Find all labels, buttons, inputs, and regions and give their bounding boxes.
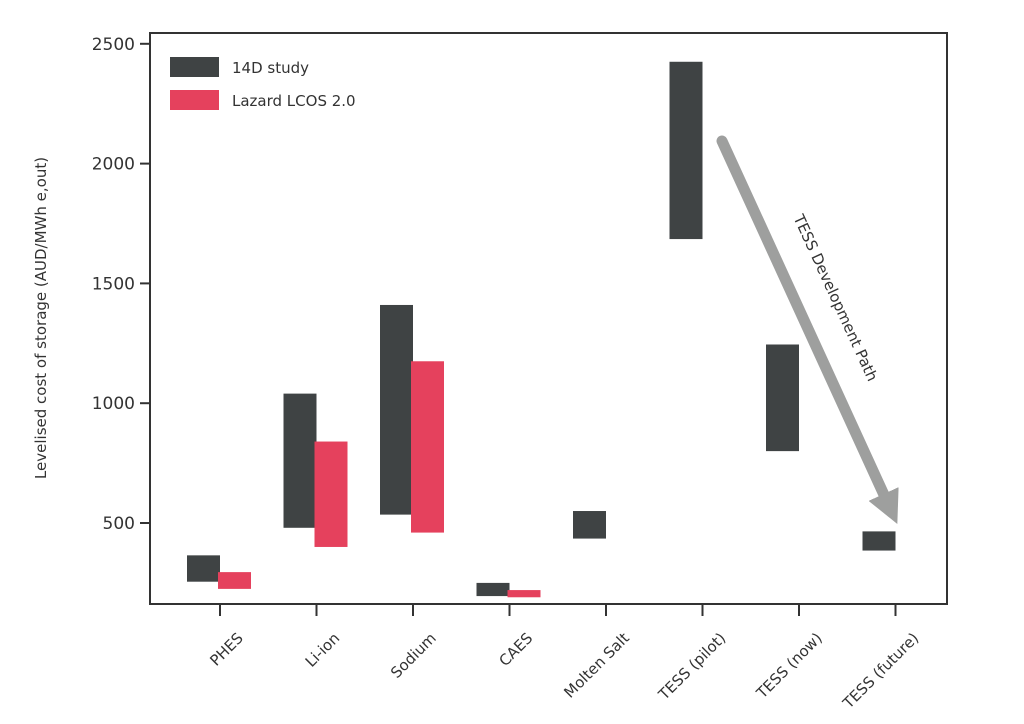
y-tick-label: 2000 bbox=[92, 155, 135, 175]
bar-study-phes bbox=[187, 555, 220, 582]
x-tick-label: PHES bbox=[206, 629, 247, 670]
x-tick-label: Li-ion bbox=[302, 629, 344, 671]
x-axis-ticks: PHES Li-ion Sodium CAES Molten Salt TESS (pil… bbox=[206, 604, 922, 713]
bar-lazard-sodium bbox=[411, 361, 444, 533]
y-tick-label: 1500 bbox=[92, 274, 135, 294]
y-axis-title: Levelised cost of storage (AUD/MWh e,out… bbox=[32, 157, 50, 479]
bar-study-caes bbox=[476, 582, 510, 597]
bar-study-li-ion bbox=[283, 393, 317, 528]
x-tick-label: TESS (pilot) bbox=[654, 629, 729, 704]
bar-lazard-phes bbox=[218, 572, 251, 589]
x-tick-label: CAES bbox=[496, 629, 537, 670]
legend-label: Lazard LCOS 2.0 bbox=[232, 92, 356, 110]
y-tick-label: 500 bbox=[103, 514, 135, 534]
bar-study-sodium bbox=[380, 304, 413, 515]
bar-study-tess-future bbox=[862, 531, 896, 551]
legend-swatch bbox=[170, 90, 219, 110]
development-path-label: TESS Development Path bbox=[789, 211, 881, 384]
bar-study-tess-pilot bbox=[669, 61, 703, 240]
y-tick-label: 1000 bbox=[92, 394, 135, 414]
legend: 14D study Lazard LCOS 2.0 bbox=[170, 57, 356, 110]
bar-lazard-caes bbox=[507, 590, 541, 598]
x-tick-label: TESS (future) bbox=[839, 629, 923, 713]
x-tick-label: TESS (now) bbox=[752, 629, 826, 703]
y-axis-ticks: 500 1000 1500 2000 2500 bbox=[92, 35, 150, 534]
legend-swatch bbox=[170, 57, 219, 77]
y-tick-label: 2500 bbox=[92, 35, 135, 55]
development-path-annotation: TESS Development Path bbox=[716, 135, 899, 525]
x-tick-label: Molten Salt bbox=[560, 629, 633, 702]
bar-lazard-li-ion bbox=[314, 441, 348, 547]
development-path-arrow bbox=[716, 135, 899, 525]
bars bbox=[187, 61, 896, 598]
bar-study-tess-now bbox=[766, 344, 799, 452]
x-tick-label: Sodium bbox=[387, 629, 440, 682]
plot-frame bbox=[149, 32, 948, 605]
bar-study-molten-salt bbox=[573, 511, 606, 539]
legend-label: 14D study bbox=[232, 59, 309, 77]
